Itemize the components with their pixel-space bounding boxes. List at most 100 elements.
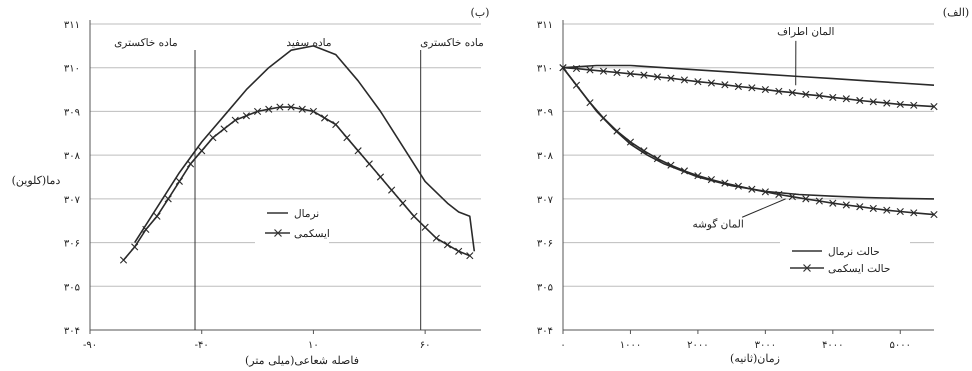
data-point — [748, 185, 756, 193]
data-point — [332, 120, 340, 129]
legend-marker-ischemia — [274, 229, 282, 237]
plot-frame — [89, 20, 481, 334]
data-point — [788, 193, 796, 201]
legend-box — [255, 200, 329, 244]
data-point — [175, 177, 183, 185]
annotation-arrow — [741, 198, 786, 218]
chart-panel-b: ۳۰۴ ۳۰۵ ۳۰۶ ۳۰۷ ۳۰۸ ۳۰۹ ۳۱۰ ۳۱۱ -۹۰ -۴۰ ۱۰ ۶۰ ماده… — [12, 6, 490, 367]
series-line-1 — [562, 66, 935, 108]
plot-frame — [562, 20, 934, 334]
data-point — [455, 247, 463, 255]
legend-label-normal: نرمال — [294, 208, 319, 220]
region-label: ماده خاکستری — [420, 37, 484, 49]
data-point — [721, 179, 729, 187]
data-point — [354, 147, 362, 155]
legend-label-normal: حالت نرمال — [828, 246, 880, 258]
data-point — [388, 186, 396, 194]
x-tick-labels: -۹۰ -۴۰ ۱۰ ۶۰ — [83, 340, 431, 351]
data-point — [443, 241, 452, 249]
data-point — [721, 81, 729, 89]
data-point — [276, 103, 284, 111]
data-point — [309, 107, 318, 116]
data-point — [856, 203, 864, 211]
data-point — [640, 71, 648, 79]
data-point — [761, 85, 769, 94]
region-labels: ماده خاکستری ماده سفید ماده خاکستری — [114, 37, 484, 49]
data-point — [242, 112, 250, 120]
y-tick-label: ۳۰۶ — [537, 239, 553, 250]
y-tick-label: ۳۰۴ — [537, 326, 553, 337]
data-point — [896, 100, 904, 109]
legend: حالت نرمال حالت ایسکمی — [780, 240, 910, 280]
panel-label: (الف) — [943, 6, 969, 19]
data-point — [775, 87, 783, 95]
data-point — [287, 103, 295, 111]
y-tick-label: ۳۰۹ — [537, 107, 553, 118]
data-point — [883, 206, 891, 214]
data-point — [410, 212, 418, 220]
data-point — [788, 89, 796, 97]
y-tick-label: ۳۱۱ — [64, 20, 80, 31]
y-tick-labels: ۳۰۴ ۳۰۵ ۳۰۶ ۳۰۷ ۳۰۸ ۳۰۹ ۳۱۰ ۳۱۱ — [537, 20, 554, 337]
data-point — [399, 199, 407, 207]
y-tick-label: ۳۱۰ — [64, 64, 80, 75]
y-tick-label: ۳۰۶ — [64, 239, 80, 250]
data-point — [164, 195, 172, 203]
data-point — [265, 105, 273, 113]
data-point — [802, 90, 810, 98]
data-point — [883, 99, 891, 107]
data-point — [559, 64, 567, 72]
data-point — [734, 82, 742, 91]
data-point — [815, 92, 823, 100]
data-point — [586, 99, 594, 107]
data-point — [910, 209, 918, 217]
data-point — [802, 195, 810, 203]
legend-box — [780, 240, 910, 280]
legend-marker-ischemia — [803, 264, 811, 272]
data-point — [775, 190, 783, 199]
data-point — [829, 199, 837, 207]
legend: نرمال ایسکمی — [255, 200, 330, 244]
legend-label-ischemia: حالت ایسکمی — [828, 263, 890, 275]
data-point — [815, 197, 823, 205]
panel-label: (ب) — [471, 6, 490, 19]
data-point — [572, 81, 581, 89]
data-point — [761, 188, 769, 196]
data-point — [829, 93, 837, 102]
x-axis-label: زمان(ثانیه) — [730, 352, 780, 365]
data-point — [153, 212, 161, 220]
grid-lines — [563, 23, 934, 331]
x-tick-label: ۲۰۰۰ — [687, 340, 708, 351]
x-tick-label: ۱۰ — [308, 340, 319, 351]
data-point — [896, 207, 904, 216]
data-point — [707, 79, 715, 87]
data-point — [842, 95, 850, 103]
data-point — [599, 114, 608, 122]
x-tick-label: ۳۰۰۰ — [755, 340, 776, 351]
data-point — [667, 74, 675, 82]
data-point — [930, 211, 938, 219]
data-point — [707, 176, 715, 184]
data-point — [142, 225, 150, 234]
data-point — [186, 160, 195, 168]
y-tick-label: ۳۰۵ — [64, 282, 80, 293]
data-point — [209, 134, 217, 142]
data-point — [253, 107, 262, 116]
data-point — [869, 204, 877, 213]
x-tick-label: ۵۰۰۰ — [890, 340, 911, 351]
data-point — [626, 138, 635, 146]
data-point — [856, 96, 864, 105]
data-point — [376, 173, 385, 181]
x-tick-label: -۴۰ — [195, 340, 209, 351]
data-point — [131, 243, 139, 251]
data-point — [640, 147, 648, 155]
data-point — [748, 84, 756, 92]
y-tick-label: ۳۰۴ — [64, 326, 80, 337]
y-tick-label: ۳۰۷ — [64, 195, 81, 206]
data-point — [220, 125, 228, 133]
data-point — [198, 147, 206, 155]
data-point — [572, 64, 581, 73]
y-tick-labels: ۳۰۴ ۳۰۵ ۳۰۶ ۳۰۷ ۳۰۸ ۳۰۹ ۳۱۰ ۳۱۱ — [64, 20, 81, 337]
y-tick-label: ۳۰۵ — [537, 282, 553, 293]
